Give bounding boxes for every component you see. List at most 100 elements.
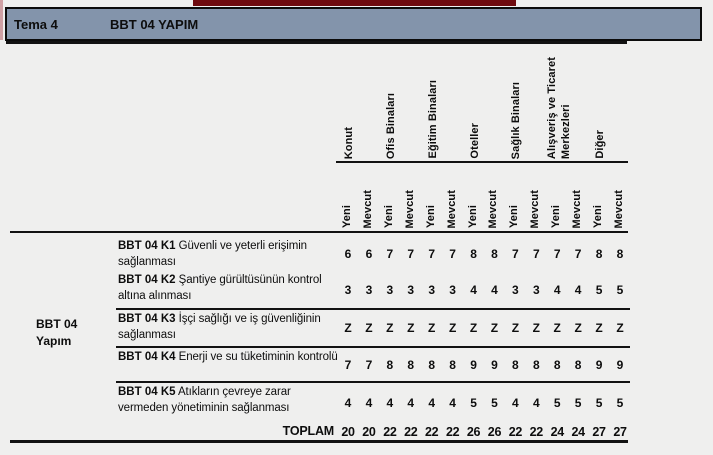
cell-value: 8 <box>532 357 540 372</box>
cell-value: 8 <box>512 357 519 372</box>
cell-value: 7 <box>532 247 540 261</box>
cell-value: 8 <box>470 247 477 261</box>
total-value: 20 <box>341 424 355 439</box>
row-code: BBT 04 K2 <box>118 274 176 286</box>
cell-value: 7 <box>365 357 373 372</box>
cell-value: Z <box>428 321 436 335</box>
cell-value: 3 <box>407 282 415 297</box>
cell-value: 4 <box>386 396 394 410</box>
cell-value: 8 <box>428 357 436 372</box>
total-value: 22 <box>529 424 544 439</box>
cell-value: 4 <box>344 396 352 410</box>
page-edge-strip <box>0 0 3 40</box>
cell-value: 8 <box>449 357 456 372</box>
cell-value: 4 <box>512 396 519 410</box>
cell-value: Z <box>511 321 520 335</box>
cell-value: 4 <box>407 396 415 410</box>
cell-value: 7 <box>449 247 456 261</box>
cell-value: 8 <box>574 357 582 372</box>
category-underline <box>336 161 628 163</box>
cell-value: 9 <box>470 357 477 372</box>
cell-value: 3 <box>344 282 352 297</box>
cell-value: Z <box>448 321 457 335</box>
cell-value: 5 <box>616 396 624 410</box>
cell-value: 3 <box>386 282 394 297</box>
cell-value: 3 <box>449 282 456 297</box>
row-label: BBT 04 K4 Enerji ve su tüketiminin kontr… <box>118 351 338 363</box>
cell-value: Z <box>365 321 373 335</box>
cell-value: 4 <box>491 282 498 297</box>
row-label: BBT 04 K2 Şantiye gürültüsünün kontrol a… <box>118 274 322 302</box>
total-value: 22 <box>404 424 418 439</box>
total-value: 22 <box>383 424 397 439</box>
cell-value: 5 <box>595 282 603 297</box>
row-label: BBT 04 K3 İşçi sağlığı ve iş güvenliğini… <box>118 313 321 341</box>
cell-value: 4 <box>428 396 436 410</box>
cell-value: 9 <box>595 357 603 372</box>
cell-value: 7 <box>428 247 436 261</box>
cell-value: Z <box>532 321 540 335</box>
cell-value: 8 <box>595 247 603 261</box>
row-separator <box>116 308 630 310</box>
total-value: 27 <box>592 424 606 439</box>
cell-value: 8 <box>553 357 561 372</box>
accent-bar <box>193 0 516 6</box>
cell-value: 9 <box>616 357 624 372</box>
row-code: BBT 04 K4 <box>118 351 176 363</box>
cell-value: 3 <box>428 282 436 297</box>
cell-value: 4 <box>470 282 477 297</box>
row-label: BBT 04 K1 Güvenli ve yeterli erişimin sa… <box>118 240 307 268</box>
cell-value: 7 <box>344 357 352 372</box>
total-value: 26 <box>466 424 481 439</box>
cell-value: Z <box>344 321 352 335</box>
cell-value: 8 <box>386 357 394 372</box>
cell-value: 5 <box>491 396 498 410</box>
subheader-underline <box>10 231 628 233</box>
cell-value: 5 <box>553 396 561 410</box>
tema-label: Tema 4 <box>14 16 58 32</box>
page-title: BBT 04 YAPIM <box>110 16 199 32</box>
cell-value: 6 <box>365 247 373 261</box>
total-value: 26 <box>487 424 502 439</box>
cell-value: 4 <box>532 396 540 410</box>
cell-value: 7 <box>574 247 582 261</box>
cell-value: 5 <box>574 396 582 410</box>
cell-value: 5 <box>616 282 624 297</box>
title-band: Tema 4 BBT 04 YAPIM <box>5 7 702 41</box>
cell-value: Z <box>469 321 478 335</box>
cell-value: Z <box>386 321 394 335</box>
total-value: 27 <box>613 424 627 439</box>
row-separator <box>116 346 630 348</box>
total-value: 22 <box>425 424 439 439</box>
cell-value: 4 <box>449 396 456 410</box>
cell-value: Z <box>553 321 561 335</box>
cell-value: 6 <box>344 247 352 261</box>
row-code: BBT 04 K3 <box>118 313 176 325</box>
total-value: 22 <box>445 424 460 439</box>
cell-value: 7 <box>512 247 519 261</box>
cell-value: 3 <box>365 282 373 297</box>
row-code: BBT 04 K5 <box>118 386 176 398</box>
total-value: 24 <box>571 424 585 439</box>
cell-value: Z <box>574 321 582 335</box>
theme-side-label: BBT 04 Yapım <box>36 317 78 348</box>
cell-value: 7 <box>407 247 415 261</box>
cell-value: 7 <box>386 247 394 261</box>
cell-value: 9 <box>491 357 498 372</box>
total-value: 24 <box>550 424 565 439</box>
cell-value: 4 <box>365 396 373 410</box>
row-label: BBT 04 K5 Atıkların çevreye zarar vermed… <box>118 386 291 414</box>
total-value: 20 <box>362 424 376 439</box>
cell-value: Z <box>595 321 603 335</box>
cell-value: 8 <box>491 247 498 261</box>
bottom-rule <box>10 440 628 443</box>
cell-value: 7 <box>553 247 561 261</box>
total-value: 22 <box>508 424 523 439</box>
cell-value: 3 <box>512 282 519 297</box>
cell-value: 5 <box>470 396 477 410</box>
total-label: TOPLAM <box>282 424 335 438</box>
row-code: BBT 04 K1 <box>118 240 176 252</box>
cell-value: 5 <box>595 396 603 410</box>
